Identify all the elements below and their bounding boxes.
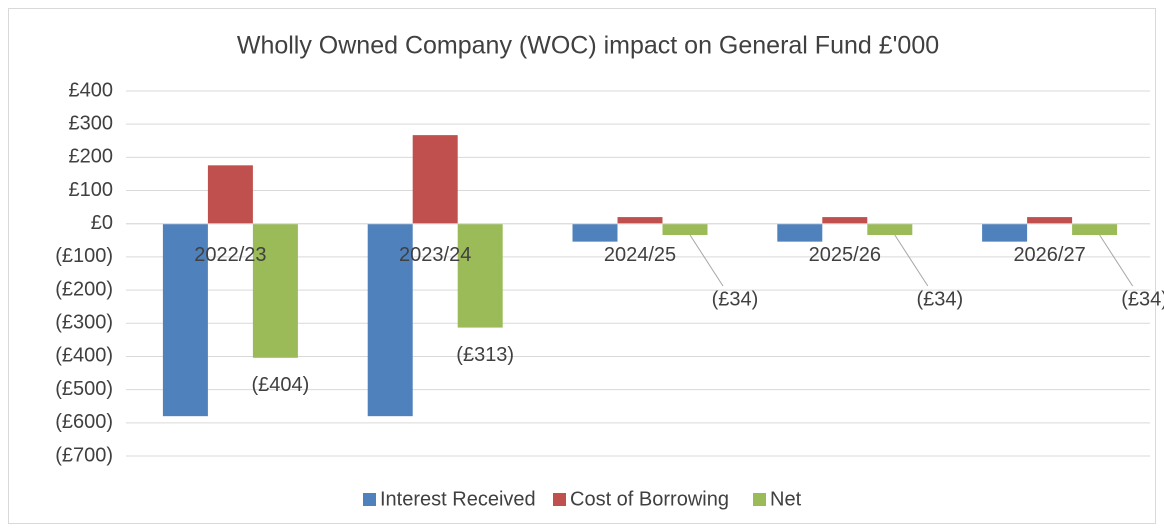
leader-line [689, 234, 724, 287]
y-tick-label: (£500) [55, 378, 113, 400]
bar [412, 135, 458, 224]
x-tick-label: 2024/25 [604, 244, 676, 266]
legend-label: Net [770, 488, 802, 510]
bar [617, 217, 663, 224]
bar [982, 223, 1028, 242]
bar [367, 223, 413, 417]
y-tick-label: (£700) [55, 444, 113, 466]
bar [662, 223, 708, 236]
bar [252, 223, 298, 358]
legend-label: Cost of Borrowing [570, 488, 729, 510]
bar [867, 223, 913, 236]
x-tick-label: 2022/23 [194, 244, 266, 266]
bar [572, 223, 618, 242]
y-tick-label: £0 [91, 212, 113, 234]
legend-swatch [753, 493, 766, 506]
x-tick-label: 2023/24 [399, 244, 471, 266]
chart-title: Wholly Owned Company (WOC) impact on Gen… [237, 32, 939, 60]
bar [207, 165, 253, 224]
y-tick-label: £400 [69, 79, 114, 101]
bar [777, 223, 823, 242]
legend-swatch [553, 493, 566, 506]
data-label: (£34) [1121, 288, 1164, 310]
y-tick-label: (£100) [55, 245, 113, 267]
y-tick-label: £100 [69, 179, 114, 201]
y-tick-label: (£400) [55, 345, 113, 367]
bar [1072, 223, 1118, 236]
bar [822, 217, 868, 224]
bar [1027, 217, 1073, 224]
legend-swatch [363, 493, 376, 506]
data-label: (£34) [712, 288, 759, 310]
bar [457, 223, 503, 328]
data-label: (£404) [251, 374, 309, 396]
y-tick-label: (£200) [55, 278, 113, 300]
leader-line [894, 234, 929, 287]
bar [162, 223, 208, 417]
data-label: (£34) [916, 288, 963, 310]
y-tick-label: £200 [69, 146, 114, 168]
legend-label: Interest Received [380, 488, 536, 510]
data-label: (£313) [456, 344, 514, 366]
leader-line [1099, 234, 1134, 287]
y-tick-label: £300 [69, 112, 114, 134]
y-tick-label: (£600) [55, 411, 113, 433]
y-tick-label: (£300) [55, 312, 113, 334]
x-tick-label: 2026/27 [1013, 244, 1085, 266]
x-tick-label: 2025/26 [809, 244, 881, 266]
